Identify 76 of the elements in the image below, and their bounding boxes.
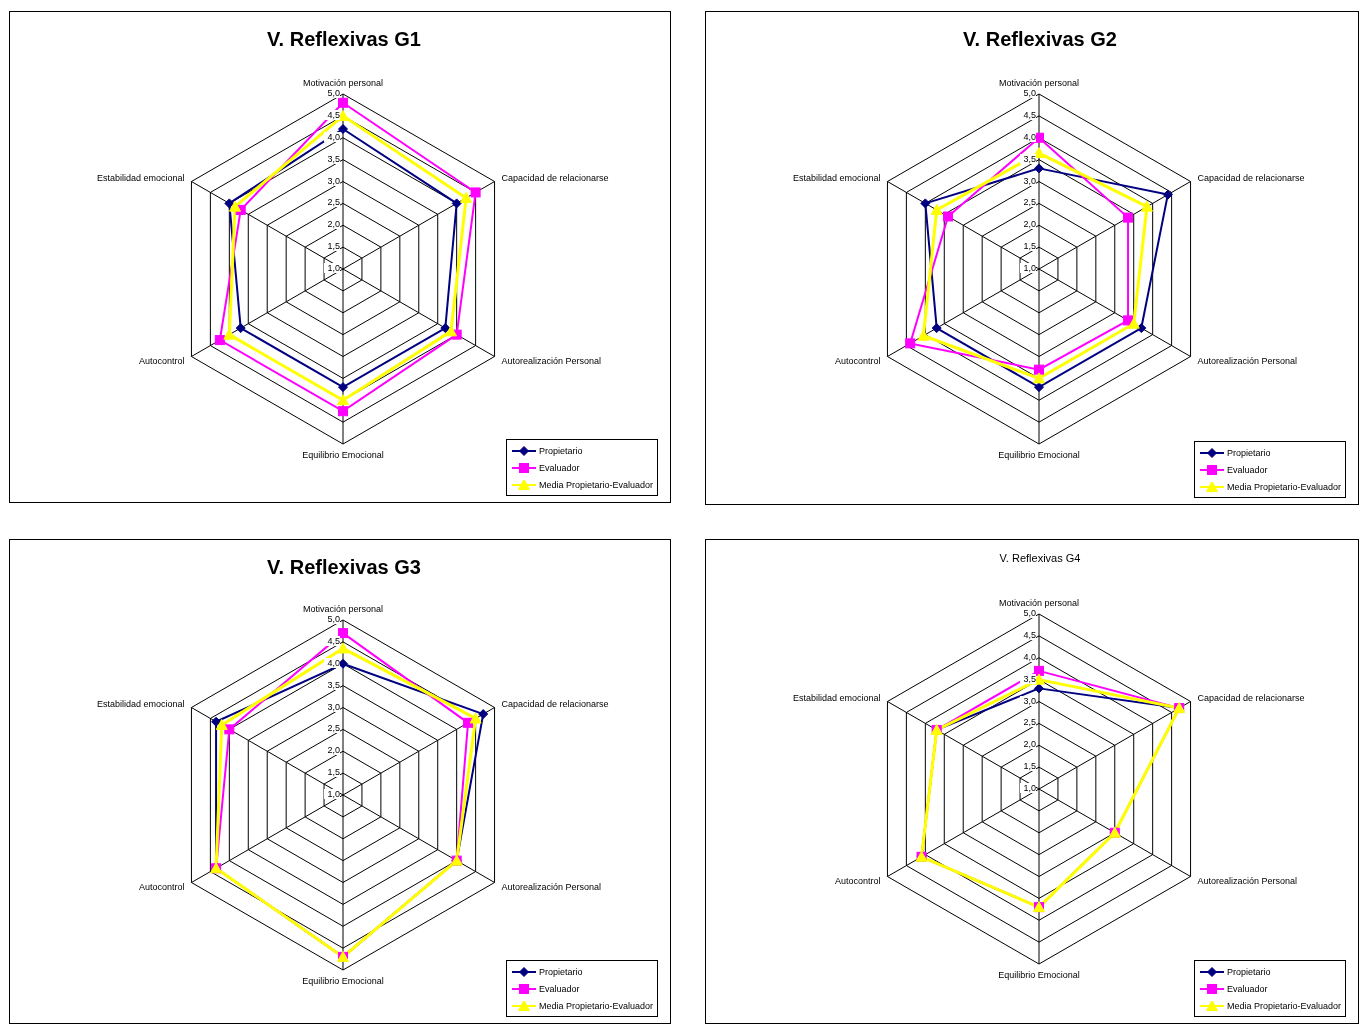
spoke-label: Autorealización Personal xyxy=(501,355,602,366)
legend-label: Propietario xyxy=(538,966,583,977)
y-tick-label: 4,5 xyxy=(324,109,340,120)
spoke-label: Estabilidad emocional xyxy=(792,692,881,703)
spoke-label: Autocontrol xyxy=(834,355,881,366)
y-tick-label: 3,0 xyxy=(1020,695,1036,706)
y-tick-label: 4,5 xyxy=(324,635,340,646)
spoke-label: Equilibrio Emocional xyxy=(302,976,384,987)
legend-label: Evaluador xyxy=(538,983,580,994)
y-tick-label: 2,5 xyxy=(324,197,340,208)
y-tick-label: 3,0 xyxy=(324,701,340,712)
legend-label: Media Propietario-Evaluador xyxy=(538,1000,653,1011)
legend-label: Propietario xyxy=(538,445,583,456)
spoke-label: Motivación personal xyxy=(302,78,384,88)
y-tick-label: 4,5 xyxy=(1020,109,1036,120)
y-tick-label: 4,0 xyxy=(1020,131,1036,142)
y-tick-label: 2,5 xyxy=(1020,197,1036,208)
y-tick-label: 4,0 xyxy=(324,657,340,668)
y-tick-label: 4,5 xyxy=(1020,629,1036,640)
spoke-label: Capacidad de relacionarse xyxy=(1197,172,1305,183)
y-tick-label: 3,5 xyxy=(324,679,340,690)
y-tick-label: 1,0 xyxy=(1020,783,1036,793)
y-tick-label: 5,0 xyxy=(324,88,340,98)
spoke-label: Equilibrio Emocional xyxy=(998,450,1080,461)
legend-label: Evaluador xyxy=(538,462,580,473)
y-tick-label: 2,0 xyxy=(1020,219,1036,230)
y-tick-label: 2,0 xyxy=(324,745,340,756)
spoke-label: Autocontrol xyxy=(138,881,185,892)
spoke-label: Equilibrio Emocional xyxy=(302,450,384,461)
y-tick-label: 3,5 xyxy=(324,153,340,164)
y-tick-label: 5,0 xyxy=(324,614,340,624)
legend-label: Propietario xyxy=(1226,966,1271,977)
spoke-label: Motivación personal xyxy=(998,78,1080,88)
y-tick-label: 1,5 xyxy=(324,241,340,252)
spoke-label: Capacidad de relacionarse xyxy=(501,172,609,183)
chart-title: V. Reflexivas G1 xyxy=(266,28,422,51)
y-tick-label: 4,0 xyxy=(324,131,340,142)
y-tick-label: 5,0 xyxy=(1020,608,1036,618)
spoke-label: Autorealización Personal xyxy=(1197,875,1298,886)
y-tick-label: 1,0 xyxy=(1020,263,1036,273)
y-tick-label: 1,0 xyxy=(324,263,340,273)
y-tick-label: 2,0 xyxy=(324,219,340,230)
y-tick-label: 2,0 xyxy=(1020,739,1036,750)
y-tick-label: 1,5 xyxy=(324,767,340,778)
legend-label: Media Propietario-Evaluador xyxy=(1226,481,1341,492)
chart-title: V. Reflexivas G4 xyxy=(998,552,1082,564)
spoke-label: Autorealización Personal xyxy=(501,881,602,892)
spoke-label: Capacidad de relacionarse xyxy=(1197,692,1305,703)
chart-title: V. Reflexivas G3 xyxy=(266,556,422,579)
spoke-label: Motivación personal xyxy=(302,604,384,614)
y-tick-label: 5,0 xyxy=(1020,88,1036,98)
y-tick-label: 1,5 xyxy=(1020,761,1036,772)
y-tick-label: 2,5 xyxy=(324,723,340,734)
y-tick-label: 3,0 xyxy=(324,175,340,186)
legend-label: Media Propietario-Evaluador xyxy=(538,479,653,490)
spoke-label: Estabilidad emocional xyxy=(792,172,881,183)
legend-label: Evaluador xyxy=(1226,983,1268,994)
chart-title: V. Reflexivas G2 xyxy=(962,28,1118,51)
legend-label: Evaluador xyxy=(1226,464,1268,475)
spoke-label: Autocontrol xyxy=(834,875,881,886)
spoke-label: Equilibrio Emocional xyxy=(998,970,1080,981)
spoke-label: Motivación personal xyxy=(998,598,1080,608)
spoke-label: Estabilidad emocional xyxy=(96,698,185,709)
spoke-label: Autocontrol xyxy=(138,355,185,366)
y-tick-label: 3,5 xyxy=(1020,153,1036,164)
y-tick-label: 2,5 xyxy=(1020,717,1036,728)
spoke-label: Capacidad de relacionarse xyxy=(501,698,609,709)
y-tick-label: 4,0 xyxy=(1020,651,1036,662)
spoke-label: Estabilidad emocional xyxy=(96,172,185,183)
spoke-label: Autorealización Personal xyxy=(1197,355,1298,366)
y-tick-label: 1,0 xyxy=(324,789,340,799)
y-tick-label: 1,5 xyxy=(1020,241,1036,252)
y-tick-label: 3,5 xyxy=(1020,673,1036,684)
legend-label: Media Propietario-Evaluador xyxy=(1226,1000,1341,1011)
y-tick-label: 3,0 xyxy=(1020,175,1036,186)
legend-label: Propietario xyxy=(1226,447,1271,458)
